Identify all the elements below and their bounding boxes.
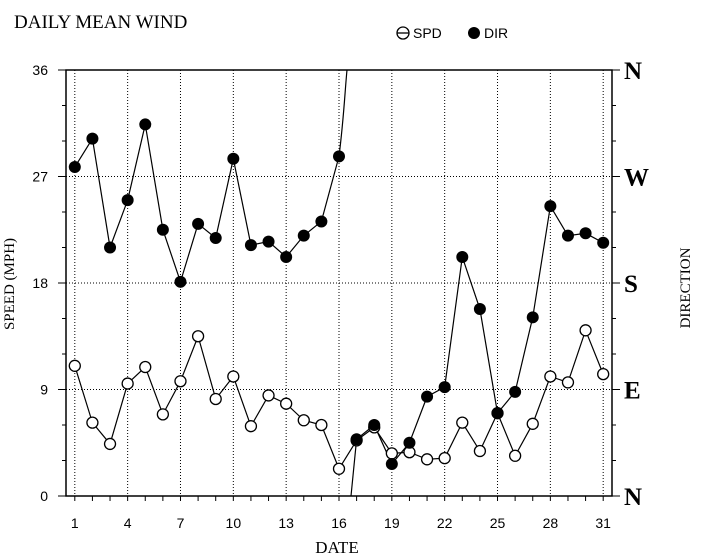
dir-point [297,229,310,242]
dir-point [350,433,363,446]
dir-point [368,419,381,431]
y2-tick-label: E [624,378,641,405]
dir-point [209,232,222,245]
chart-legend: SPD DIR [396,25,508,41]
x-tick-label: 28 [543,515,559,531]
dir-line [74,124,340,284]
x-tick-label: 7 [177,515,185,531]
spd-point [156,408,170,421]
dir-point [544,200,557,213]
x-tick-label: 22 [437,515,453,531]
dir-line [356,204,604,466]
spd-point [456,416,469,429]
x-tick-label: 16 [331,515,347,531]
y-tick-label: 27 [32,169,48,185]
dir-point [156,223,169,236]
dir-point [192,217,205,230]
y2-axis-label: DIRECTION [678,247,694,328]
spd-point [103,437,117,451]
spd-point [174,375,187,388]
spd-point [121,377,134,390]
x-tick-label: 10 [226,515,242,531]
dir-point [403,436,416,449]
dir-point [438,381,451,394]
legend-spd-label: SPD [413,25,442,41]
spd-point [86,416,99,429]
y2-tick-label: W [624,165,649,192]
spd-point [473,444,487,458]
dir-point [509,385,522,398]
spd-point [315,418,328,432]
dir-point [491,407,504,420]
dir-point [227,152,240,165]
spd-point [244,420,258,433]
y-tick-label: 9 [40,382,48,398]
tick-labels: 1 4 7 10 13 16 19 22 25 28 31 0 9 18 27 36 N E S W N [32,58,649,531]
dir-point [421,390,434,403]
series-points [68,118,610,475]
spd-point [526,417,539,430]
spd-point [139,360,152,374]
dir-point [174,275,187,288]
x-axis-label: DATE [315,538,358,557]
spd-point [438,451,451,465]
spd-point [297,414,310,427]
spd-point [191,330,205,343]
chart-title: DAILY MEAN WIND [14,12,187,33]
x-tick-label: 31 [595,515,611,531]
dir-point [473,303,486,316]
spd-point [209,392,222,406]
legend-spd-marker [396,26,410,40]
spd-point [561,376,575,389]
spd-point [597,367,610,381]
legend-dir-label: DIR [484,25,508,41]
dir-point [597,236,610,249]
y-tick-label: 0 [40,488,48,504]
dir-point [315,215,328,228]
spd-point [508,449,522,462]
dir-wrap-top [338,69,348,157]
y2-tick-label: N [624,58,642,85]
x-tick-label: 25 [490,515,506,531]
spd-point [579,324,592,337]
dir-point [262,235,275,248]
legend-dir-marker [468,27,480,39]
spd-point [420,453,434,466]
grid-lines [66,70,612,496]
y-tick-label: 18 [32,275,48,291]
dir-point [526,311,539,324]
spd-point [262,389,275,402]
y2-tick-label: N [624,484,642,511]
spd-point [385,447,398,460]
spd-point [280,397,293,410]
spd-point [332,462,346,475]
dir-point [561,229,574,242]
dir-point [280,250,293,263]
dir-point [86,132,99,145]
y-tick-label: 36 [32,62,48,78]
dir-point [244,239,257,252]
axes [58,69,620,501]
x-tick-label: 13 [278,515,294,531]
spd-point [68,359,81,372]
dir-point [333,150,345,163]
dir-point [104,241,117,254]
dir-point [579,227,592,240]
x-tick-label: 1 [71,515,79,531]
x-tick-label: 4 [124,515,132,531]
y-axis-label: SPEED (MPH) [2,238,18,330]
dir-point [139,118,152,131]
dir-point [68,161,81,174]
x-tick-label: 19 [384,515,400,531]
dir-point [121,194,134,207]
dir-point [385,458,398,471]
spd-point [227,370,240,383]
y2-tick-label: S [624,271,638,298]
dir-point [456,250,469,263]
dir-wrap-bottom [350,439,358,497]
spd-point [544,370,557,383]
